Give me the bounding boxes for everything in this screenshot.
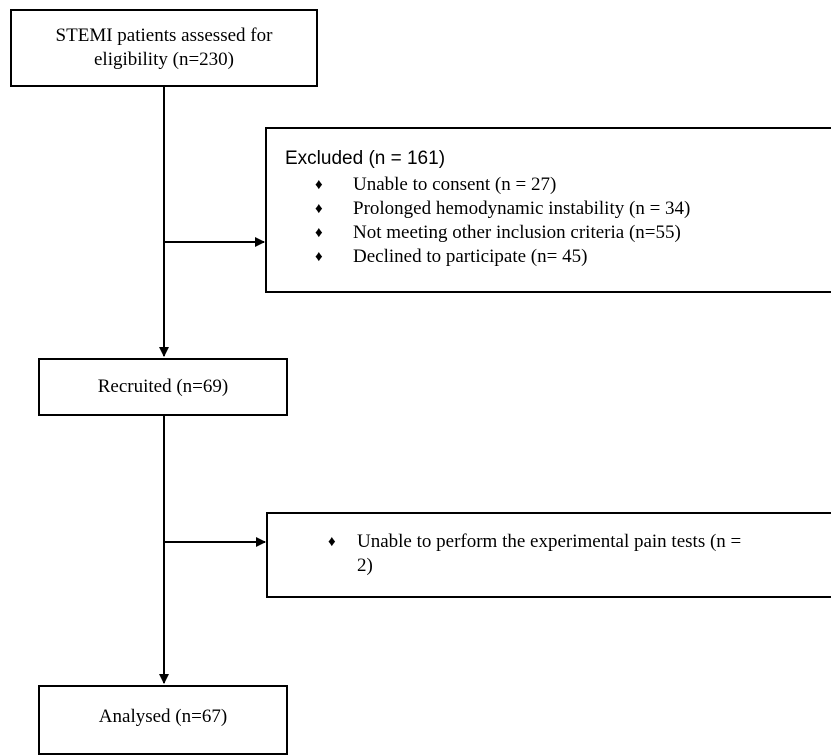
diamond-bullet-icon: ♦: [328, 534, 336, 550]
diamond-bullet-icon: ♦: [315, 225, 323, 241]
excluded-list: ♦ Unable to consent (n = 27) ♦ Prolonged h…: [285, 173, 831, 269]
excluded-box: Excluded (n = 161) ♦ Unable to consent (n…: [265, 127, 831, 293]
unable-item-line1: Unable to perform the experimental pain …: [357, 531, 742, 552]
excluded-item: ♦ Not meeting other inclusion criteria (n…: [285, 221, 831, 245]
excluded-item: ♦ Declined to participate (n= 45): [285, 245, 831, 269]
diamond-bullet-icon: ♦: [315, 249, 323, 265]
diamond-bullet-icon: ♦: [315, 177, 323, 193]
unable-item: ♦ Unable to perform the experimental pain…: [268, 530, 831, 554]
diamond-bullet-icon: ♦: [315, 201, 323, 217]
analysed-text: Analysed (n=67): [98, 706, 228, 727]
excluded-item: ♦ Unable to consent (n = 27): [285, 173, 831, 197]
excluded-item-text: Declined to participate (n= 45): [353, 246, 588, 267]
unable-list: ♦ Unable to perform the experimental pain…: [268, 530, 831, 578]
assessed-text: STEMI patients assessed for eligibility …: [55, 25, 273, 70]
excluded-item: ♦ Prolonged hemodynamic instability (n = …: [285, 197, 831, 221]
excluded-item-text: Unable to consent (n = 27): [353, 174, 557, 195]
assessed-box: STEMI patients assessed for eligibility …: [10, 9, 318, 87]
excluded-item-text: Prolonged hemodynamic instability (n = 3…: [353, 198, 691, 219]
unable-box: ♦ Unable to perform the experimental pain…: [266, 512, 831, 598]
analysed-box: Analysed (n=67): [38, 685, 288, 755]
excluded-heading: Excluded (n = 161): [285, 148, 446, 169]
unable-item-continuation: 2): [268, 554, 831, 578]
unable-item-line2: 2): [357, 555, 373, 576]
excluded-item-text: Not meeting other inclusion criteria (n=…: [353, 222, 681, 243]
recruited-text: Recruited (n=69): [97, 376, 229, 397]
recruited-box: Recruited (n=69): [38, 358, 288, 416]
